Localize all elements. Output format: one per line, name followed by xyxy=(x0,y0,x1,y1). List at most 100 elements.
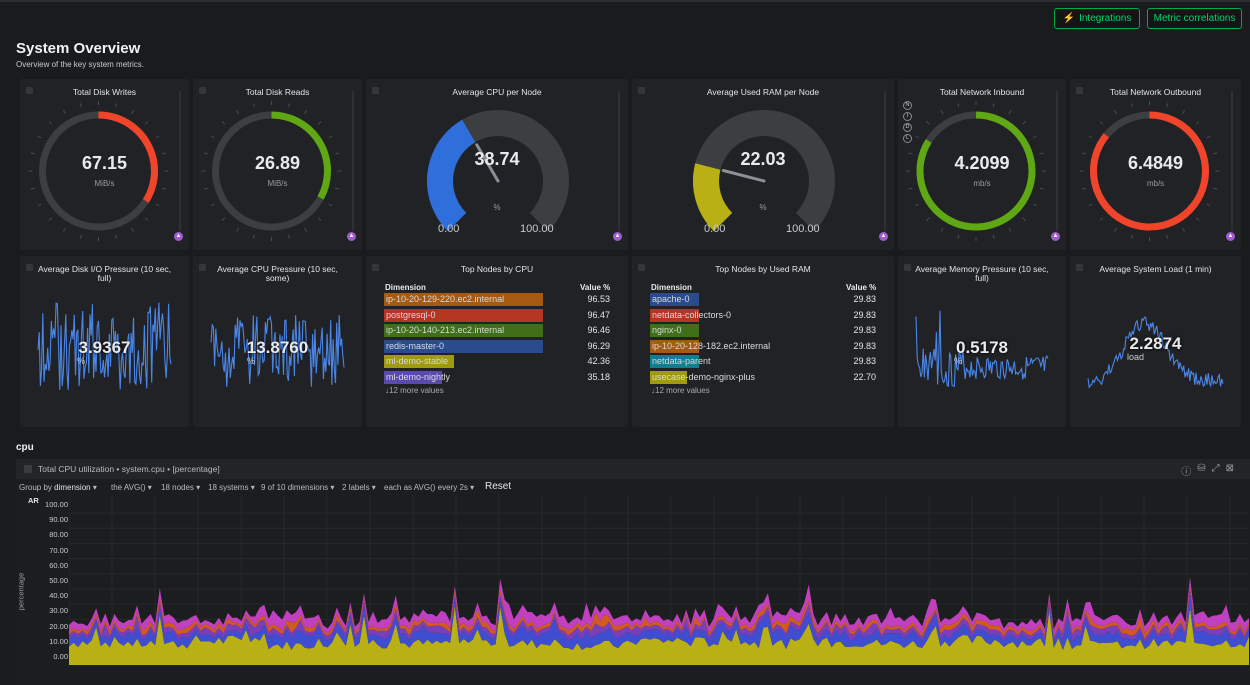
dimensions-selector[interactable]: 9 of 10 dimensions ▾ xyxy=(261,483,335,492)
info-icon[interactable] xyxy=(26,264,33,271)
settings-icon[interactable]: ▲ xyxy=(1051,232,1060,241)
gauge-tick xyxy=(1099,217,1104,221)
table-row[interactable]: ip-10-20-128-182.ec2.internal 29.83 xyxy=(650,339,880,353)
cpu-area-chart[interactable] xyxy=(69,495,1249,670)
database-icon[interactable]: ⛁ xyxy=(1197,463,1206,474)
scroll-track[interactable] xyxy=(1231,91,1233,231)
card-title: Average System Load (1 min) xyxy=(1099,264,1212,274)
gauge-tick xyxy=(30,152,35,155)
systems-selector[interactable]: 18 systems ▾ xyxy=(208,483,255,492)
table-row[interactable]: ml-demo-nightly 35.18 xyxy=(384,370,614,384)
gauge-tick xyxy=(162,152,167,155)
gauge-card-disk-reads[interactable]: Total Disk Reads 26.89 MiB/s ▲ xyxy=(193,79,362,250)
info-icon[interactable] xyxy=(26,87,33,94)
top-nodes-ram-card[interactable]: Top Nodes by Used RAM Dimension Value % … xyxy=(632,256,894,427)
value-bar xyxy=(650,324,700,337)
group-by-selector[interactable]: Group by dimension ▾ xyxy=(19,483,97,492)
card-title: Total Disk Reads xyxy=(245,87,310,97)
sparkline-path xyxy=(1087,316,1224,389)
info-icon[interactable] xyxy=(372,87,379,94)
scroll-track[interactable] xyxy=(179,91,181,231)
nodes-selector[interactable]: 18 nodes ▾ xyxy=(161,483,201,492)
more-values-link[interactable]: ↓12 more values xyxy=(385,386,444,395)
spark-card-system-load[interactable]: Average System Load (1 min) 2.2874 load xyxy=(1070,256,1241,427)
scroll-track[interactable] xyxy=(618,91,620,231)
spark-value: 2.2874 xyxy=(1129,334,1182,353)
reset-button[interactable]: Reset xyxy=(485,481,512,492)
table-row[interactable]: netdata-parent 29.83 xyxy=(650,355,880,368)
spark-card-disk-io-pressure[interactable]: Average Disk I/O Pressure (10 sec, full)… xyxy=(20,256,189,427)
scroll-track[interactable] xyxy=(884,91,886,231)
card-title: Top Nodes by Used RAM xyxy=(715,264,811,274)
side-letter-l[interactable]: L xyxy=(903,134,912,143)
gauge-card-net-in[interactable]: N I D L Total Network Inbound 4.2099 mb/… xyxy=(898,79,1066,250)
dimension-name: usecase-demo-nginx-plus xyxy=(652,371,756,382)
gauge-tick xyxy=(155,135,160,139)
info-icon[interactable] xyxy=(638,87,645,94)
fullscreen-icon[interactable]: ⤢ xyxy=(1211,463,1220,474)
gauge-card-net-out[interactable]: Total Network Outbound 6.4849 mb/s ▲ xyxy=(1070,79,1241,250)
spark-card-memory-pressure[interactable]: Average Memory Pressure (10 sec, full) 0… xyxy=(898,256,1066,427)
more-values-link[interactable]: ↓12 more values xyxy=(651,386,710,395)
section-title: cpu xyxy=(16,442,34,453)
gauge-card-disk-writes[interactable]: Total Disk Writes 67.15 MiB/s ▲ xyxy=(20,79,189,250)
spark-unit: load xyxy=(1127,352,1145,362)
info-icon[interactable] xyxy=(372,264,379,271)
scroll-track[interactable] xyxy=(352,91,354,231)
gauge-card-cpu[interactable]: Average CPU per Node 38.74 % 0.00 100.00… xyxy=(366,79,628,250)
info-icon[interactable] xyxy=(1076,87,1083,94)
table-row[interactable]: redis-master-0 96.29 xyxy=(384,339,614,353)
info-icon[interactable] xyxy=(904,264,911,271)
labels-selector[interactable]: 2 labels ▾ xyxy=(342,483,376,492)
info-icon[interactable] xyxy=(199,264,206,271)
gauge-tick xyxy=(304,227,307,232)
gauge-tick xyxy=(131,227,134,232)
spark-card-cpu-pressure[interactable]: Average CPU Pressure (10 sec, some) 13.8… xyxy=(193,256,362,427)
y-tick-label: 50.00 xyxy=(49,576,68,585)
gauge-tick xyxy=(1206,203,1211,207)
cpu-chart-card[interactable]: Total CPU utilization • system.cpu • [pe… xyxy=(16,459,1250,685)
dimension-name: ip-10-20-140-213.ec2.internal xyxy=(386,325,505,335)
settings-icon[interactable]: ▲ xyxy=(1226,232,1235,241)
side-letter-d[interactable]: D xyxy=(903,123,912,132)
gauge-tick xyxy=(1182,110,1185,115)
nodes-label: 18 nodes xyxy=(161,483,194,492)
table-row[interactable]: postgresql-0 96.47 xyxy=(384,308,614,322)
settings-icon[interactable]: ▲ xyxy=(347,232,356,241)
table-row[interactable]: ml-demo-stable 42.36 xyxy=(384,355,614,368)
value-bar xyxy=(384,293,544,306)
card-title: Average Memory Pressure (10 sec, full) xyxy=(915,264,1049,283)
area-series-4 xyxy=(69,577,1249,635)
each-as-selector[interactable]: each as AVG() every 2s ▾ xyxy=(384,483,475,492)
table-row[interactable]: nginx-0 29.83 xyxy=(650,324,880,337)
info-icon[interactable] xyxy=(199,87,206,94)
table-row[interactable]: netdata-collectors-0 29.83 xyxy=(650,308,880,322)
integrations-button[interactable]: ⚡ Integrations xyxy=(1054,8,1140,29)
info-icon[interactable] xyxy=(638,264,645,271)
table-row[interactable]: usecase-demo-nginx-plus 22.70 xyxy=(650,370,880,384)
gauge-ring xyxy=(201,101,342,241)
side-letter-i[interactable]: I xyxy=(903,112,912,121)
table-row[interactable]: apache-0 29.83 xyxy=(650,293,880,306)
side-letter-n[interactable]: N xyxy=(903,101,912,110)
gauge-tick xyxy=(1008,227,1012,232)
spark-unit: % xyxy=(247,356,256,366)
scroll-track[interactable] xyxy=(1056,91,1058,231)
gauge-card-ram[interactable]: Average Used RAM per Node 22.03 % 0.00 1… xyxy=(632,79,894,250)
settings-icon[interactable]: ▲ xyxy=(174,232,183,241)
aggregation-selector[interactable]: the AVG() ▾ xyxy=(111,483,152,492)
info-icon[interactable]: ⓘ xyxy=(1181,467,1192,478)
table-row[interactable]: ip-10-20-129-220.ec2.internal 96.53 xyxy=(384,293,614,306)
gauge-tick xyxy=(1195,217,1200,221)
settings-icon[interactable]: ▲ xyxy=(613,232,622,241)
group-by-value: dimension xyxy=(54,483,91,492)
gauge-tick xyxy=(317,121,322,125)
settings-icon[interactable]: ▲ xyxy=(879,232,888,241)
table-row[interactable]: ip-10-20-140-213.ec2.internal 96.46 xyxy=(384,324,614,337)
gauge-tick xyxy=(335,152,340,155)
close-icon[interactable]: ⊠ xyxy=(1225,463,1234,474)
chart-type-icon[interactable] xyxy=(24,465,32,473)
metric-correlations-button[interactable]: Metric correlations xyxy=(1147,8,1242,29)
info-icon[interactable] xyxy=(1076,264,1083,271)
top-nodes-cpu-card[interactable]: Top Nodes by CPU Dimension Value % ip-10… xyxy=(366,256,628,427)
